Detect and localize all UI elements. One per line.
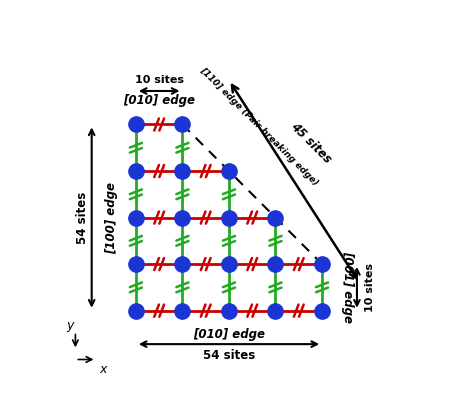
Text: 45 sites: 45 sites — [287, 120, 333, 166]
Text: [010] edge: [010] edge — [193, 328, 265, 342]
Text: [110] edge (Pair breaking edge): [110] edge (Pair breaking edge) — [198, 65, 320, 187]
Text: 54 sites: 54 sites — [76, 191, 89, 244]
Text: [001] edge: [001] edge — [342, 251, 355, 323]
Text: [010] edge: [010] edge — [123, 94, 195, 107]
Text: 10 sites: 10 sites — [365, 263, 375, 312]
Text: x: x — [100, 363, 107, 376]
Text: 54 sites: 54 sites — [203, 349, 255, 362]
Text: 10 sites: 10 sites — [135, 75, 183, 85]
Text: y: y — [66, 319, 73, 332]
Text: [100] edge: [100] edge — [105, 181, 118, 254]
